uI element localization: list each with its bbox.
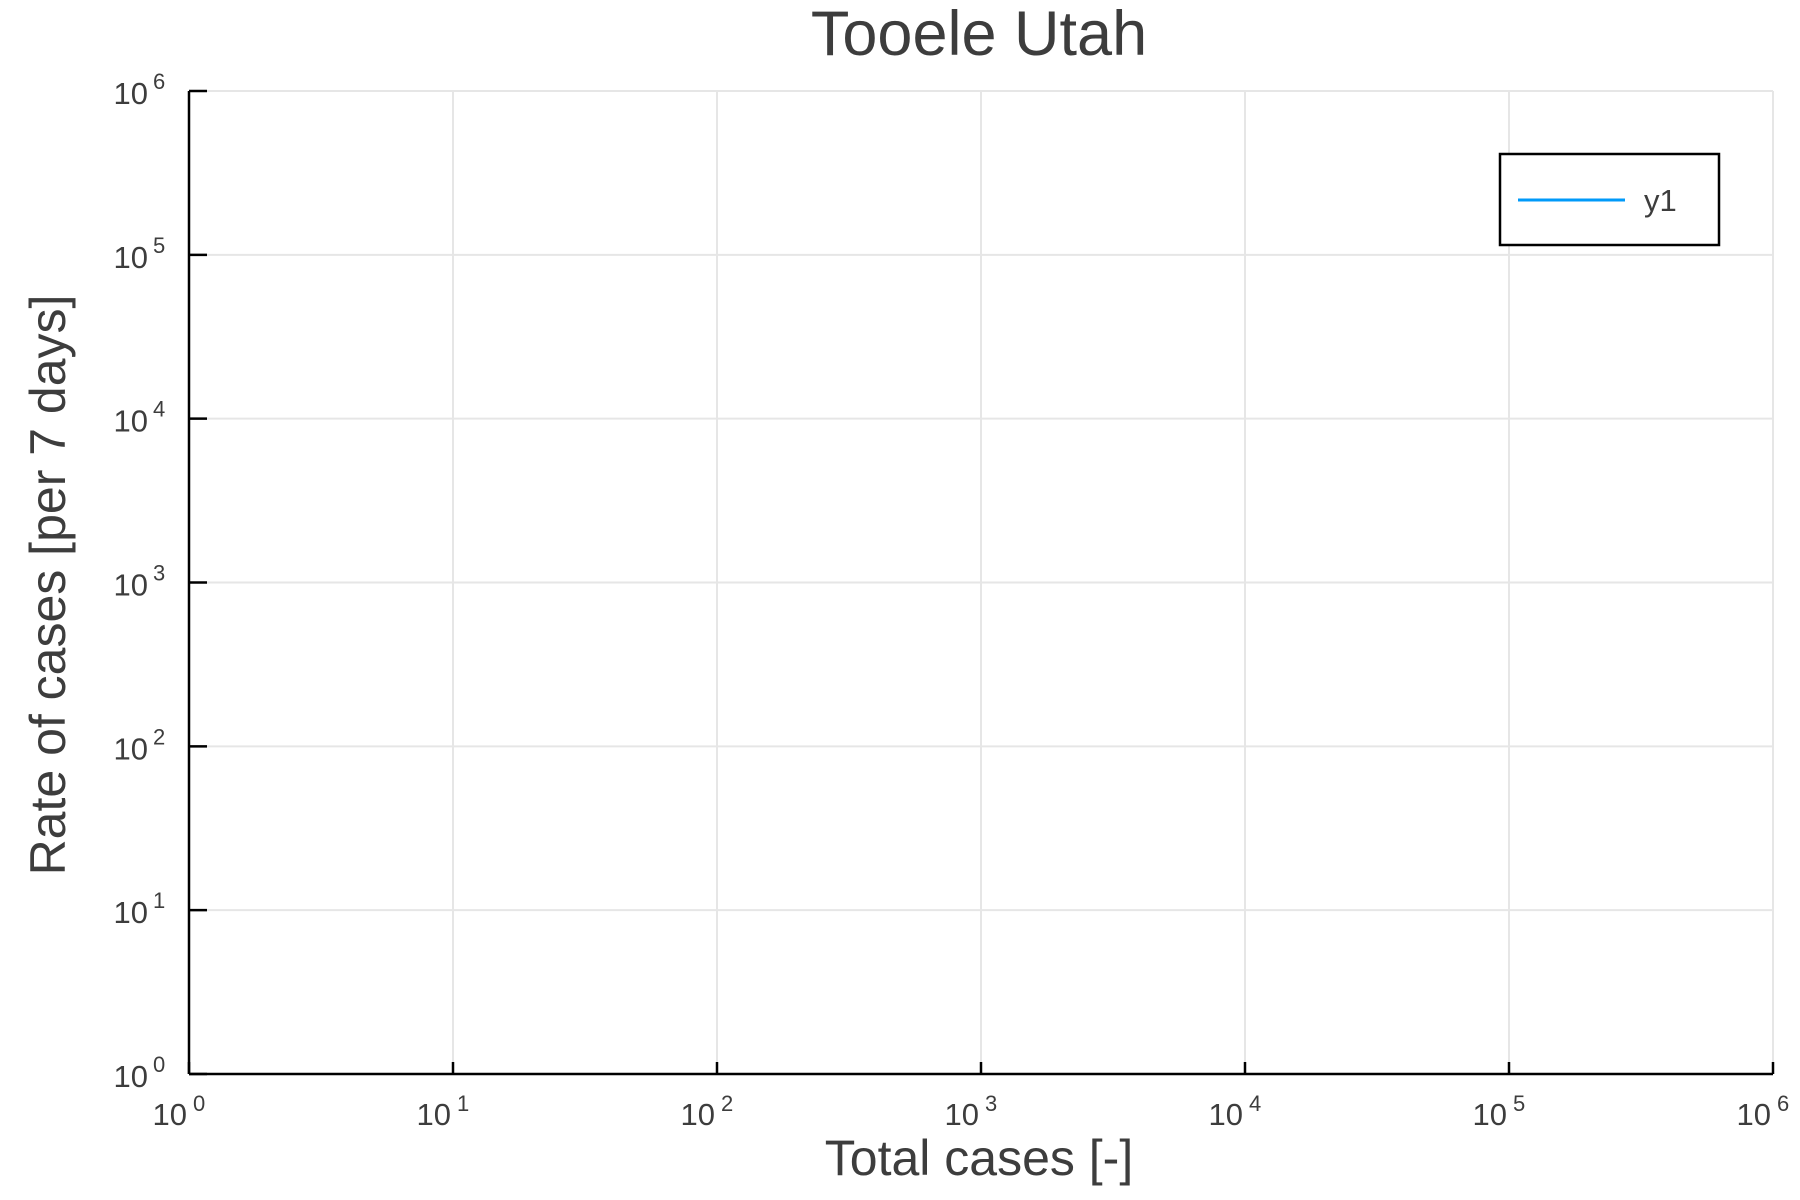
x-tick-label: 10 — [153, 1097, 187, 1132]
y-tick-exponent: 6 — [153, 69, 165, 94]
y-tick-exponent: 3 — [153, 561, 165, 586]
y-tick-exponent: 2 — [153, 724, 165, 749]
y-tick-exponent: 5 — [153, 233, 165, 258]
y-tick-label: 10 — [114, 731, 148, 766]
y-tick-label: 10 — [114, 568, 148, 603]
y-tick-exponent: 4 — [153, 397, 165, 422]
x-tick-exponent: 3 — [985, 1091, 997, 1116]
x-axis-label: Total cases [-] — [825, 1130, 1133, 1186]
ticks-layer: 10 0 10 1 10 2 10 3 10 4 10 5 10 610 010 110 210 310 410 51… — [114, 69, 1790, 1132]
x-tick-label: 10 — [417, 1097, 451, 1132]
x-tick-exponent: 0 — [193, 1091, 205, 1116]
y-axis-label: Rate of cases [per 7 days] — [20, 295, 76, 876]
y-tick-label: 10 — [114, 1059, 148, 1094]
x-tick-label: 10 — [1737, 1097, 1771, 1132]
x-tick-exponent: 1 — [457, 1091, 469, 1116]
y-tick-label: 10 — [114, 404, 148, 439]
chart-title: Tooele Utah — [811, 0, 1147, 69]
x-tick-exponent: 2 — [721, 1091, 733, 1116]
y-tick-exponent: 1 — [153, 888, 165, 913]
x-tick-exponent: 5 — [1513, 1091, 1525, 1116]
x-tick-label: 10 — [681, 1097, 715, 1132]
x-tick-label: 10 — [1209, 1097, 1243, 1132]
x-tick-exponent: 4 — [1249, 1091, 1261, 1116]
y-tick-exponent: 0 — [153, 1052, 165, 1077]
legend: y1 — [1498, 152, 1721, 247]
x-tick-exponent: 6 — [1777, 1091, 1789, 1116]
x-tick-label: 10 — [1473, 1097, 1507, 1132]
y-tick-label: 10 — [114, 240, 148, 275]
y-tick-label: 10 — [114, 76, 148, 111]
grid-layer — [188, 90, 1774, 1075]
legend-label-y1: y1 — [1644, 183, 1677, 218]
y-tick-label: 10 — [114, 895, 148, 930]
x-tick-label: 10 — [945, 1097, 979, 1132]
